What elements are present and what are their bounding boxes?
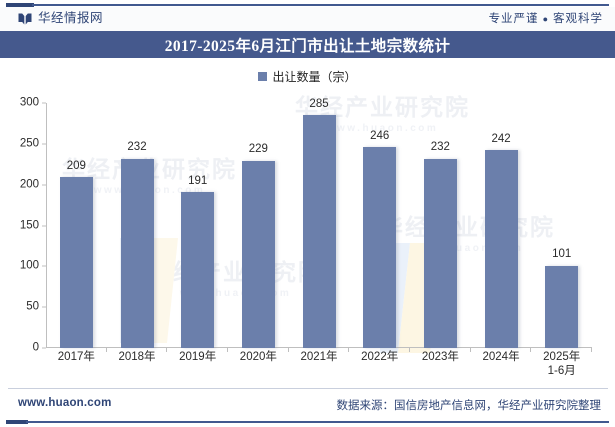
bar-value-label: 229 xyxy=(248,143,268,156)
x-axis-tick-mark xyxy=(591,348,593,352)
bottom-divider xyxy=(0,420,615,424)
x-axis-tick-label: 2017年 xyxy=(46,350,107,378)
bar-value-label: 232 xyxy=(127,141,147,154)
bar[interactable] xyxy=(302,115,336,348)
top-divider xyxy=(0,3,615,7)
y-axis-tick-mark xyxy=(42,102,46,104)
x-axis-tick-label: 2018年 xyxy=(107,350,168,378)
chart-title-bar: 2017-2025年6月江门市出让土地宗数统计 xyxy=(0,31,615,58)
x-axis-tick-label: 2022年 xyxy=(349,350,410,378)
bar-value-label: 191 xyxy=(188,174,208,187)
bottom-divider-line xyxy=(26,421,609,423)
x-axis-tick-mark xyxy=(227,348,229,352)
bar[interactable] xyxy=(59,177,93,348)
x-axis-tick-mark xyxy=(530,348,532,352)
bar-slot: 229 xyxy=(228,103,289,352)
bar[interactable] xyxy=(241,160,275,348)
bar-slot: 246 xyxy=(349,103,411,352)
footer-website-link[interactable]: www.huaon.com xyxy=(18,397,112,409)
slogan-dot-icon: ● xyxy=(542,14,549,24)
bar-series: 209 232 191 229 285 246 232 242 101 xyxy=(46,98,593,352)
x-axis-tick-mark xyxy=(348,348,350,352)
bar-value-label: 285 xyxy=(309,97,329,110)
top-divider-line xyxy=(32,4,609,6)
bar-slot: 232 xyxy=(107,103,168,352)
brand-logo-text: 华经情报网 xyxy=(38,11,104,25)
x-axis-tick-label: 2020年 xyxy=(228,350,289,378)
x-axis-tick-label: 2023年 xyxy=(410,350,471,378)
y-axis-tick-label: 200 xyxy=(19,177,39,190)
x-axis-tick-label-line1: 2025年 xyxy=(543,351,581,363)
x-axis-tick-mark xyxy=(166,348,168,352)
bar-slot: 191 xyxy=(167,103,229,352)
x-axis-tick-label: 2021年 xyxy=(289,350,350,378)
chart-area: 华经产业研究院 www.huaon.com 华经产业研究院 www.huaon.… xyxy=(0,58,615,388)
bar[interactable] xyxy=(545,265,579,348)
x-axis-tick-label-line1: 2020年 xyxy=(239,351,277,363)
page-footer: www.huaon.com 数据来源：国信房地产信息网，华经产业研究院整理 xyxy=(0,388,615,427)
x-axis-tick-label-line1: 2021年 xyxy=(300,351,338,363)
bar-slot: 101 xyxy=(531,103,593,352)
bar-slot: 209 xyxy=(46,103,107,352)
page-title: 2017-2025年6月江门市出让土地宗数统计 xyxy=(164,37,451,55)
bar[interactable] xyxy=(120,158,154,348)
x-axis-tick-label-line1: 2024年 xyxy=(482,351,520,363)
bar[interactable] xyxy=(484,150,518,348)
x-axis-tick-mark xyxy=(409,348,411,352)
chart-legend: 出让数量（宗） xyxy=(0,68,615,85)
y-axis-tick-label: 250 xyxy=(19,137,39,150)
bar-value-label: 246 xyxy=(370,129,390,142)
bar[interactable] xyxy=(363,147,397,348)
plot-area: 300 250 200 150 100 50 0 209 232 191 229 285 246 232… xyxy=(20,97,593,353)
brand-logo[interactable]: 华经情报网 xyxy=(18,10,103,27)
bar-slot: 285 xyxy=(289,98,350,352)
y-axis-tick-label: 100 xyxy=(19,259,39,272)
bar[interactable] xyxy=(423,158,457,348)
x-axis-tick-label-line2: 1-6月 xyxy=(547,365,576,377)
legend-item-label: 出让数量（宗） xyxy=(272,70,357,84)
site-slogan: 专业严谨 ● 客观科学 xyxy=(489,11,603,27)
x-axis-tick-label-line1: 2023年 xyxy=(421,351,459,363)
x-axis-tick-label-line1: 2022年 xyxy=(361,351,399,363)
slogan-right-text: 客观科学 xyxy=(553,13,603,26)
y-axis-tick-label: 150 xyxy=(19,218,39,231)
x-axis-tick-mark xyxy=(287,348,289,352)
bar[interactable] xyxy=(181,192,215,348)
x-axis-tick-mark xyxy=(469,348,471,352)
slogan-left-text: 专业严谨 xyxy=(488,13,539,26)
x-axis-tick-label: 2025年 1-6月 xyxy=(531,350,592,378)
y-axis-tick-mark xyxy=(42,184,46,186)
x-axis-tick-label-line1: 2019年 xyxy=(179,351,217,363)
bottom-divider-accent xyxy=(6,420,28,424)
x-axis-tick-label-line1: 2018年 xyxy=(118,351,156,363)
site-header: 华经情报网 专业严谨 ● 客观科学 xyxy=(0,7,615,31)
top-divider-accent xyxy=(6,3,34,7)
footer-data-source: 数据来源：国信房地产信息网，华经产业研究院整理 xyxy=(336,400,602,412)
x-axis-tick-mark xyxy=(105,348,107,352)
x-axis-tick-label-line1: 2017年 xyxy=(57,351,95,363)
book-logo-icon xyxy=(18,12,32,26)
y-axis-tick-mark xyxy=(42,265,46,267)
x-axis-tick-label: 2019年 xyxy=(167,350,228,378)
x-axis-tick-label: 2024年 xyxy=(471,350,532,378)
y-axis-tick-label: 0 xyxy=(32,341,39,354)
y-axis-line xyxy=(46,103,47,348)
y-axis-tick-label: 50 xyxy=(26,300,39,313)
bar-value-label: 232 xyxy=(430,141,450,154)
bar-slot: 242 xyxy=(471,103,532,352)
footer-divider xyxy=(8,388,608,389)
y-axis-tick-mark xyxy=(42,347,46,349)
bar-value-label: 242 xyxy=(491,132,511,145)
x-axis-labels: 2017年 2018年 2019年 2020年 2021年 2022年 2023年 2024年… xyxy=(46,350,592,378)
bar-slot: 232 xyxy=(410,103,471,352)
y-axis-tick-mark xyxy=(42,143,46,145)
y-axis-tick-mark xyxy=(42,225,46,226)
y-axis-tick-label: 300 xyxy=(19,96,39,109)
legend-swatch-icon xyxy=(258,72,268,81)
y-axis-tick-mark xyxy=(42,306,46,308)
bar-value-label: 101 xyxy=(552,248,572,261)
bar-value-label: 209 xyxy=(66,159,86,172)
